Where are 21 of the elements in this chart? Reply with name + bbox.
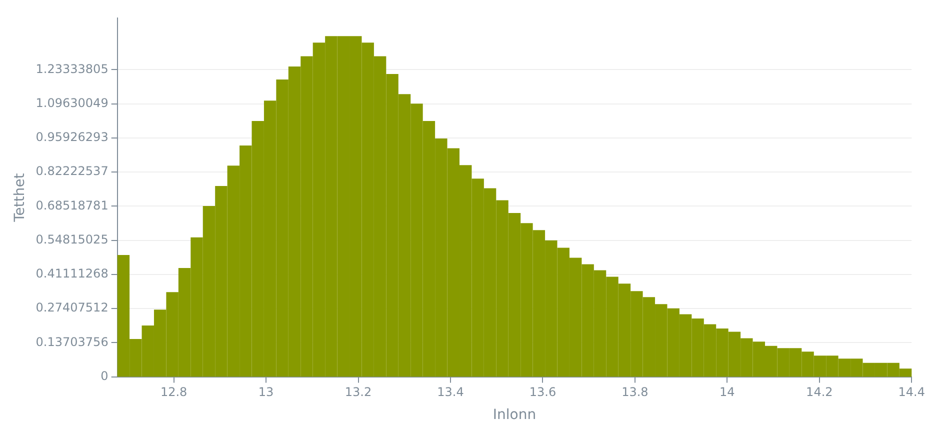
x-tick-label: 13 [258, 385, 274, 400]
y-tick-label: 0 [100, 368, 108, 383]
x-tick-label: 13.6 [529, 385, 556, 400]
y-tick-label: 0.95926293 [36, 130, 108, 144]
y-axis-title: Tetthet [12, 172, 28, 223]
y-tick-label: 0.27407512 [36, 300, 108, 315]
y-tick-label: 0.54815025 [36, 232, 108, 246]
x-tick-label: 14 [720, 385, 735, 400]
x-tick-label: 14.4 [898, 385, 925, 400]
y-tick-label: 1.23333805 [36, 62, 108, 76]
x-axis-title: Inlonn [492, 407, 536, 424]
y-tick-label: 1.09630049 [36, 96, 108, 110]
y-tick-label: 0.68518781 [36, 198, 108, 212]
x-tick-label: 14.2 [806, 385, 833, 400]
x-tick-label: 13.2 [344, 385, 372, 400]
y-tick-label: 0.41111268 [36, 266, 108, 281]
x-tick-label: 13.4 [437, 385, 464, 400]
x-tick-label: 12.8 [160, 385, 188, 400]
y-tick-label: 0.13703756 [36, 334, 108, 349]
x-tick-label: 13.8 [622, 385, 648, 400]
y-tick-label: 0.82222537 [36, 164, 108, 178]
